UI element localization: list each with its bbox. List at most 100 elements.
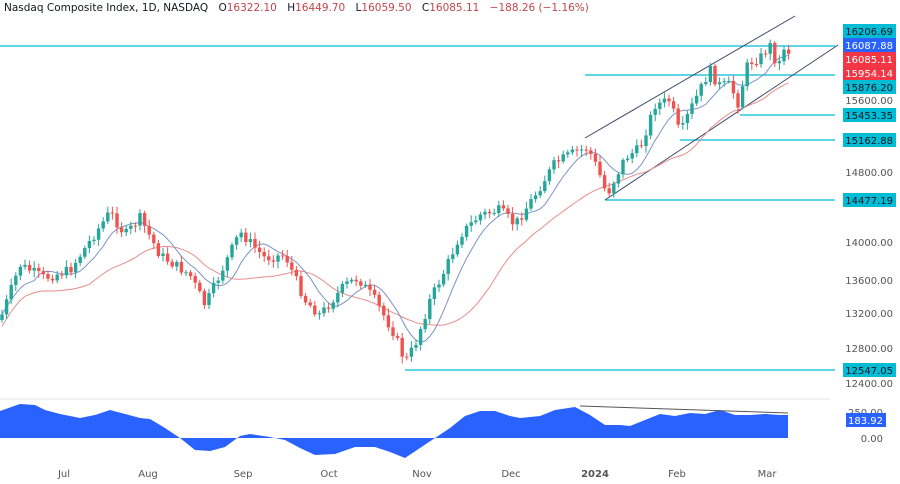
candle-body [46,274,50,279]
candle-body [354,279,358,282]
candle-body [32,267,36,271]
candle-body [4,299,9,315]
candle-body [492,213,496,215]
candle-body [161,253,165,257]
candle-body [336,292,340,303]
candle-body [773,43,777,64]
candle-body [308,302,312,306]
candle-body [119,227,124,233]
price-tag [843,363,896,377]
candle-body [432,287,437,299]
candle-body [276,255,280,262]
candle-body [234,237,239,245]
candle-body [510,213,515,225]
candle-body [147,225,151,235]
close-value: 16085.11 [429,2,480,14]
candle-body [27,264,32,271]
slow-ma-line[interactable] [1,82,789,327]
channel-lower[interactable] [604,44,839,201]
horizontal-levels [0,45,835,371]
price-tag [843,193,896,207]
candle-body [676,108,680,125]
candle-body [41,270,46,275]
price-tick: 14000.00 [845,238,893,249]
oscillator-trendline[interactable] [579,405,789,414]
price-tag-label: 12547.05 [845,366,893,377]
candle-body [395,335,400,338]
candle-body [474,220,478,223]
high-label: H [287,2,296,14]
candle-body [423,319,427,330]
price-tag [843,52,896,66]
price-tag-label: 16087.88 [845,41,893,52]
osc-tick: 0.00 [861,434,883,445]
candle-body [727,80,731,82]
candle-body [156,243,161,257]
candle-body [322,307,326,314]
candle-body [625,158,630,160]
price-channel [584,15,839,201]
time-tick: Mar [758,469,778,480]
price-axis[interactable]: 15600.00 14800.00 14000.00 13600.00 13200.00… [843,24,896,445]
channel-upper[interactable] [584,15,796,139]
candle-body [244,232,248,243]
candle-body [699,83,703,96]
candle-body [501,205,506,209]
time-axis[interactable]: Jul Aug Sep Oct Nov Dec 2024 Feb Mar [57,469,777,480]
osc-tag-label: 183.92 [848,416,883,427]
close-label: C [421,2,430,14]
time-tick: 2024 [581,469,609,480]
candle-body [294,269,299,277]
candle-body [152,234,156,244]
candle-body [437,284,441,288]
candle-body [345,281,349,284]
candle-body [9,284,13,300]
candle-body [64,266,69,276]
price-tick: 13600.00 [845,276,893,287]
price-tag [843,80,896,94]
candle-body [446,258,450,274]
candle-body [400,337,404,357]
candlesticks [0,39,791,364]
candle-body [690,103,694,114]
candle-body [681,123,685,125]
candle-body [538,191,542,196]
candle-body [598,161,602,176]
candle-body [533,195,538,200]
fast-ma-line[interactable] [1,54,789,343]
candle-body [529,199,533,209]
candle-body [83,248,87,257]
candle-body [759,53,763,65]
candle-body [290,262,294,270]
price-tick: 12800.00 [845,344,893,355]
candle-body [704,82,708,84]
candle-body [782,49,786,62]
price-tag-label: 14477.19 [845,196,893,207]
candle-body [386,315,391,328]
candle-body [267,256,271,261]
candle-body [50,278,55,281]
candle-body [129,225,133,229]
candle-body [216,280,220,283]
candle-body [18,266,23,276]
time-tick: Oct [320,469,337,480]
candle-body [133,225,138,227]
price-tag-label: 15453.35 [845,111,893,122]
candle-body [239,232,243,238]
candle-body [593,153,598,162]
time-tick: Nov [412,469,432,480]
candle-body [179,262,184,273]
candle-body [372,289,377,295]
candle-body [506,208,510,214]
candle-body [478,214,483,221]
symbol-title: Nasdaq Composite Index, 1D, NASDAQ [4,2,209,14]
candle-body [184,272,188,274]
time-tick: Sep [234,469,253,480]
candle-body [175,262,179,267]
candle-body [349,279,354,282]
time-tick: Feb [668,469,686,480]
price-tag-label: 15954.14 [845,69,893,80]
oscillator-pane [0,404,789,458]
candle-body [142,213,147,226]
